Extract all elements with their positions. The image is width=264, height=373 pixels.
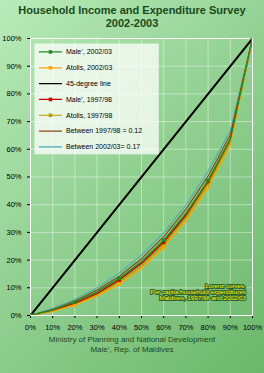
svg-text:60%: 60% [6, 145, 21, 154]
svg-text:50%: 50% [134, 323, 149, 332]
svg-text:Between 1997/98 = 0.12: Between 1997/98 = 0.12 [66, 127, 142, 134]
svg-text:60%: 60% [156, 323, 171, 332]
svg-text:90%: 90% [6, 62, 21, 71]
svg-text:Between 2002/03= 0.17: Between 2002/03= 0.17 [66, 143, 140, 150]
svg-text:70%: 70% [178, 323, 193, 332]
svg-text:Atolls, 1997/98: Atolls, 1997/98 [66, 112, 112, 119]
svg-text:Male’, 2002/03: Male’, 2002/03 [66, 48, 112, 55]
svg-text:50%: 50% [6, 172, 21, 181]
svg-text:70%: 70% [6, 117, 21, 126]
svg-text:20%: 20% [67, 323, 82, 332]
svg-text:100%: 100% [243, 323, 263, 332]
svg-text:45-degree line: 45-degree line [66, 80, 111, 88]
svg-text:80%: 80% [201, 323, 216, 332]
html-text:Household Income and Expenditu: Household Income and Expenditure Survey … [18, 4, 246, 29]
svg-text:40%: 40% [6, 200, 21, 209]
svg-text:30%: 30% [6, 228, 21, 237]
svg-text:100%: 100% [2, 34, 22, 43]
svg-text:10%: 10% [45, 323, 60, 332]
svg-text:0%: 0% [11, 311, 22, 320]
svg-text:20%: 20% [6, 256, 21, 265]
html-text:Ministry of Planning and Natio: Ministry of Planning and National Develo… [48, 335, 216, 354]
svg-text:0%: 0% [25, 323, 36, 332]
svg-text:Atolls, 2002/03: Atolls, 2002/03 [66, 64, 112, 71]
svg-text:Lorenz curves,Per capita house: Lorenz curves,Per capita household expen… [151, 282, 247, 301]
svg-text:Male’, 1997/98: Male’, 1997/98 [66, 96, 112, 103]
svg-text:10%: 10% [6, 283, 21, 292]
svg-text:30%: 30% [90, 323, 105, 332]
svg-text:40%: 40% [112, 323, 127, 332]
svg-text:80%: 80% [6, 89, 21, 98]
svg-text:90%: 90% [223, 323, 238, 332]
